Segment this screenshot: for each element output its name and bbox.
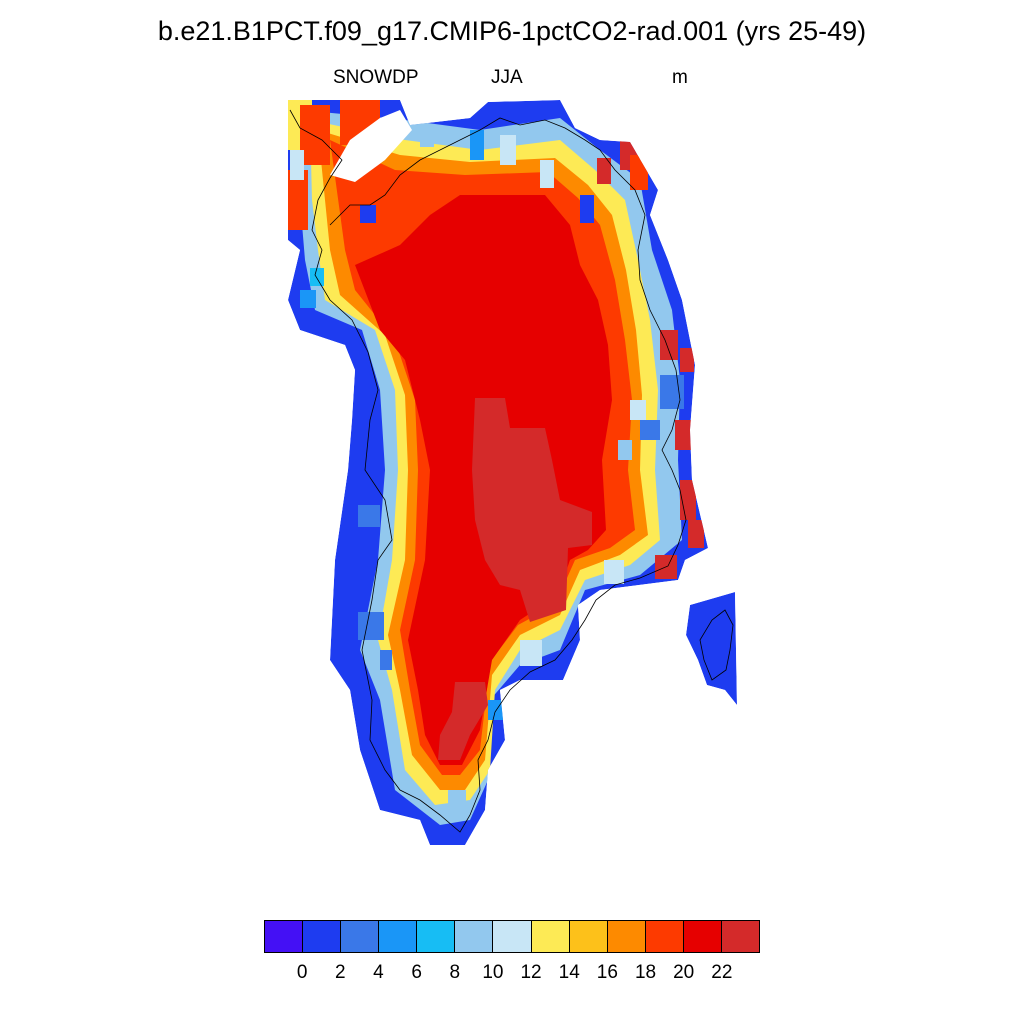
colorbar-box [683,921,722,952]
plot-title: b.e21.B1PCT.f09_g17.CMIP6-1pctCO2-rad.00… [157,16,867,46]
units-label: m [672,67,688,88]
colorbar-box [417,921,456,952]
colorbar-tick-label: 4 [373,962,384,983]
greenland-fill [288,100,708,845]
colorbar-box [379,921,418,952]
colorbar-box [493,921,532,952]
colorbar-tick-label: 8 [449,962,461,983]
colorbar-tick-label: 6 [411,962,422,983]
colorbar-box [341,921,380,952]
colorbar-box [607,921,646,952]
colorbar-tick-label: 16 [596,962,618,983]
colorbar-tick-label: 12 [520,962,542,983]
colorbar-box [531,921,570,952]
colorbar-box [645,921,684,952]
colorbar-box [265,921,304,952]
colorbar-tick-label: 0 [296,962,308,983]
coastline [289,109,687,833]
colorbar-box [721,921,760,952]
snow-depth-map [288,100,737,845]
colorbar-tick-label: 18 [634,962,657,983]
interior-peak [472,398,592,622]
nw-notch [330,110,412,182]
variable-label: SNOWDP [333,67,419,88]
colorbar-tick-label: 22 [711,962,733,983]
colorbar [264,920,760,953]
east-island [686,592,737,705]
colorbar-tick-label: 2 [335,962,346,983]
colorbar-box [303,921,342,952]
colorbar-tick-label: 14 [558,962,580,983]
colorbar-tick-label: 10 [482,962,504,983]
colorbar-box [455,921,494,952]
colorbar-tick-label: 20 [673,962,695,983]
season-label: JJA [491,67,523,88]
south-peak [438,682,488,760]
colorbar-box [569,921,608,952]
island-coastline [699,609,734,681]
